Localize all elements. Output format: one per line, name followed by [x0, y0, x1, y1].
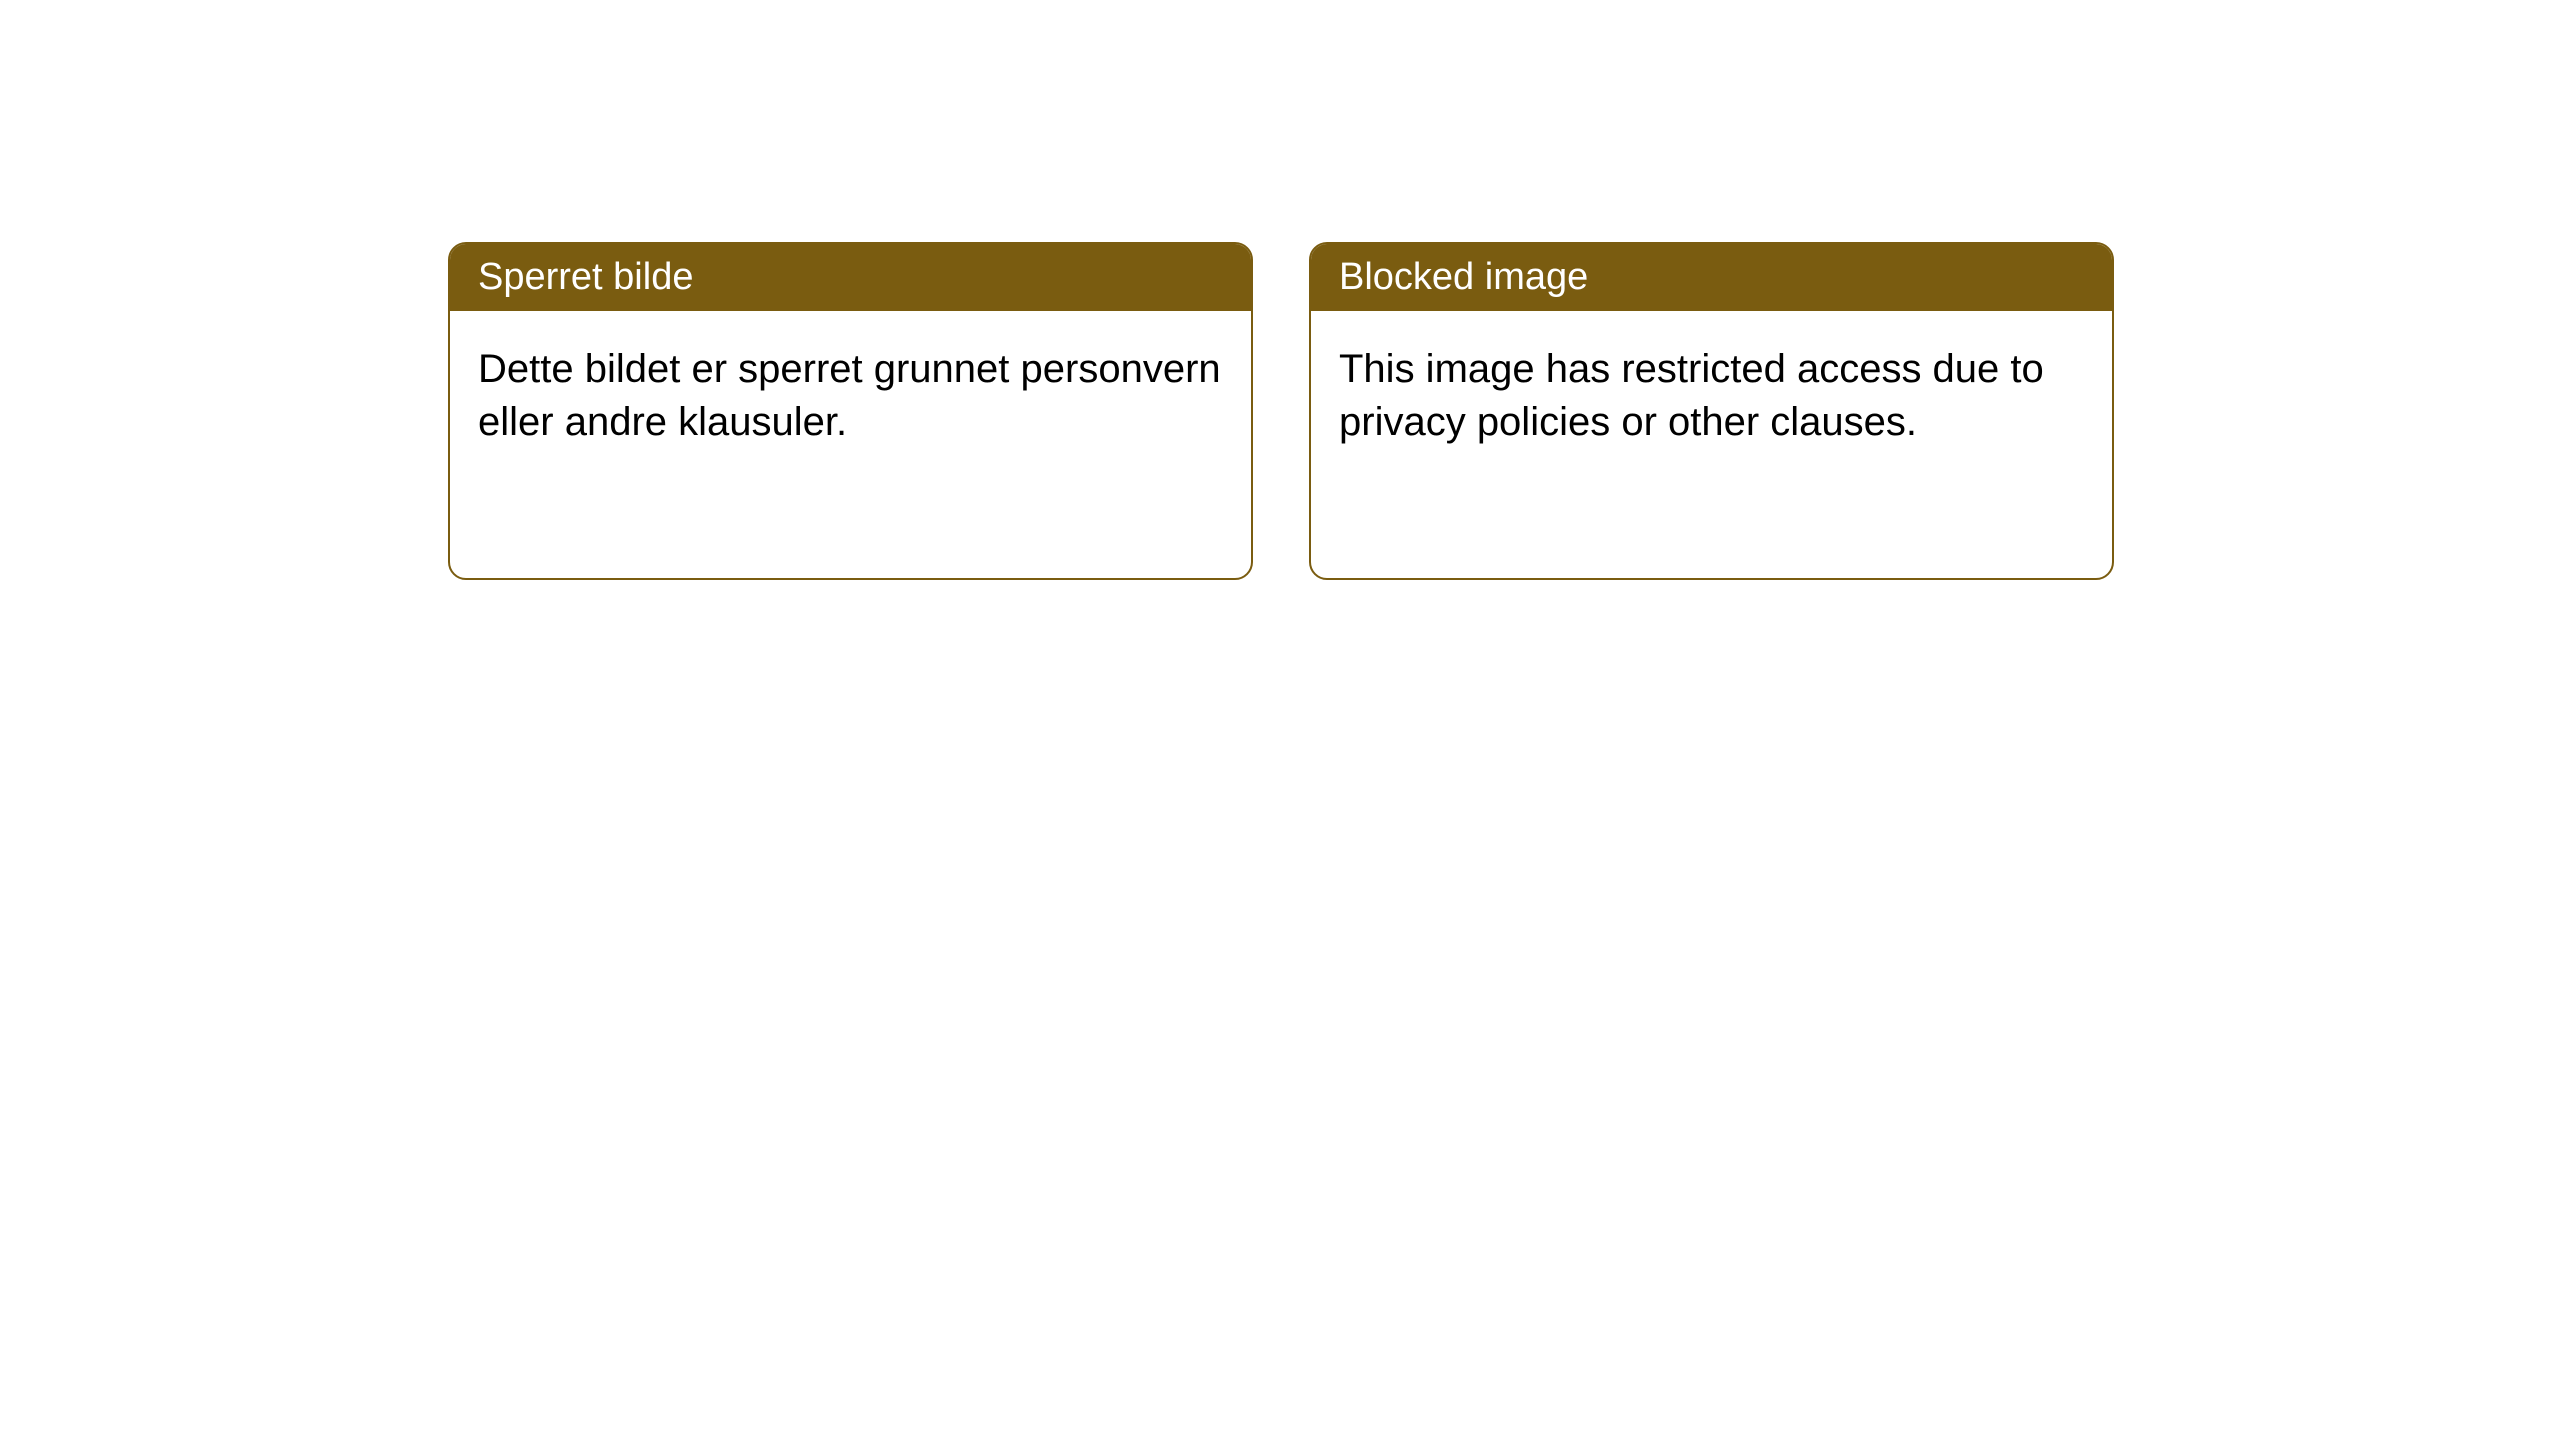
notice-body-norwegian: Dette bildet er sperret grunnet personve…: [450, 311, 1251, 481]
notice-header-english: Blocked image: [1311, 244, 2112, 311]
notice-card-english: Blocked image This image has restricted …: [1309, 242, 2114, 580]
notice-container: Sperret bilde Dette bildet er sperret gr…: [0, 0, 2560, 580]
notice-body-english: This image has restricted access due to …: [1311, 311, 2112, 481]
notice-card-norwegian: Sperret bilde Dette bildet er sperret gr…: [448, 242, 1253, 580]
notice-header-norwegian: Sperret bilde: [450, 244, 1251, 311]
